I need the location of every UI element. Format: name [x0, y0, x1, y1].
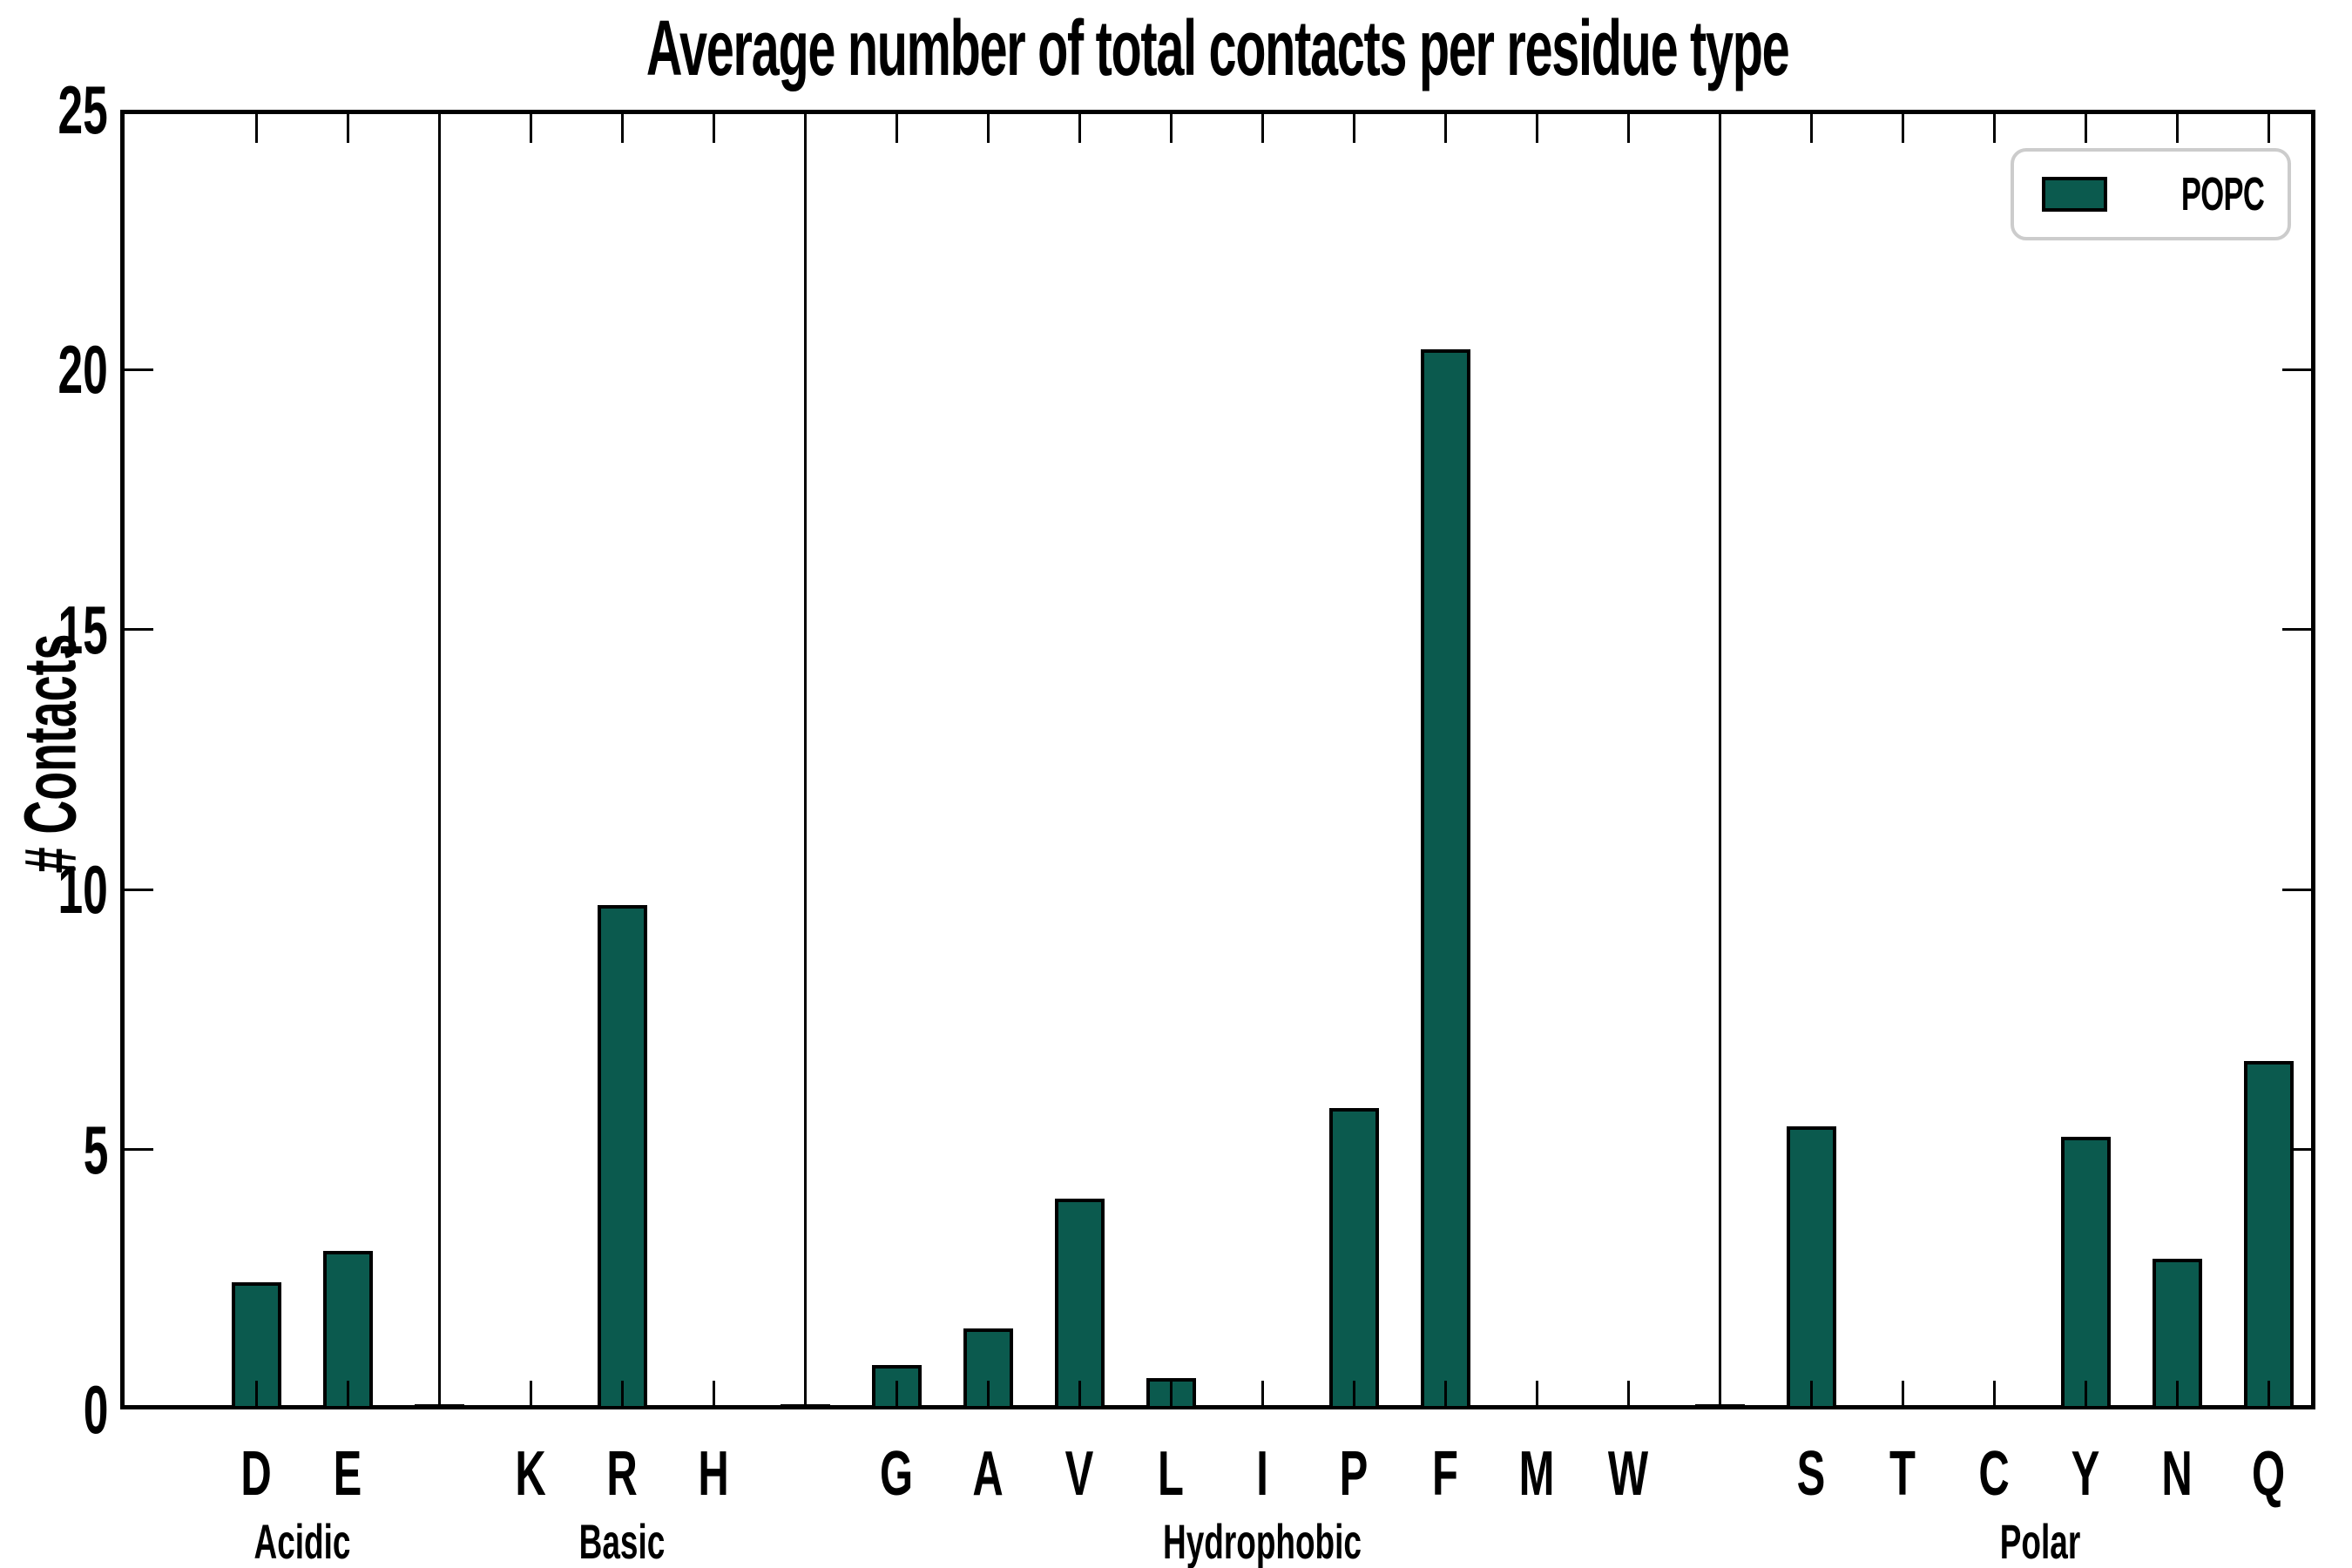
x-tick-bottom-C — [1992, 1381, 1996, 1409]
x-tick-bottom-D — [254, 1381, 258, 1409]
y-tick-mark-left — [125, 368, 153, 371]
y-tick-label: 20 — [57, 331, 108, 409]
x-tick-top-W — [1626, 114, 1630, 143]
x-tick-top-I — [1260, 114, 1264, 143]
x-tick-bottom-H — [712, 1381, 715, 1409]
x-tick-top-G — [895, 114, 898, 143]
x-tick-top-D — [254, 114, 258, 143]
legend-label: POPC — [2180, 168, 2265, 220]
x-tick-top-S — [1809, 114, 1813, 143]
x-tick-bottom-G — [895, 1381, 898, 1409]
x-tick-bottom-F — [1443, 1381, 1447, 1409]
y-tick-mark-right — [2282, 888, 2311, 891]
x-tick-top-H — [712, 114, 715, 143]
chart-title-text: Average number of total contacts per res… — [646, 5, 1790, 92]
x-tick-bottom-W — [1626, 1381, 1630, 1409]
y-tick-mark-right — [2282, 628, 2311, 632]
plot-area — [120, 110, 2315, 1409]
x-tick-bottom-E — [346, 1381, 349, 1409]
group-divider-line — [803, 110, 807, 1409]
y-tick-mark-left — [125, 628, 153, 632]
y-tick-label: 0 — [83, 1371, 108, 1448]
y-tick-label: 5 — [83, 1111, 108, 1188]
spacer-zero-bar — [414, 1404, 464, 1409]
y-tick-mark-left — [125, 1148, 153, 1152]
x-tick-bottom-V — [1078, 1381, 1081, 1409]
x-tick-top-Y — [2084, 114, 2087, 143]
x-tick-bottom-N — [2175, 1381, 2179, 1409]
x-tick-top-L — [1169, 114, 1173, 143]
y-tick-label: 25 — [57, 71, 108, 148]
x-tick-bottom-I — [1260, 1381, 1264, 1409]
chart-title: Average number of total contacts per res… — [120, 0, 2315, 98]
x-tick-bottom-S — [1809, 1381, 1813, 1409]
x-tick-top-M — [1535, 114, 1538, 143]
x-tick-bottom-Q — [2267, 1381, 2270, 1409]
bar-P — [1328, 1107, 1379, 1409]
x-tick-bottom-P — [1352, 1381, 1355, 1409]
y-tick-mark-left — [125, 888, 153, 891]
bar-V — [1054, 1199, 1105, 1409]
x-tick-bottom-T — [1901, 1381, 1904, 1409]
bar-F — [1420, 348, 1470, 1409]
x-tick-bottom-R — [620, 1381, 624, 1409]
x-tick-top-N — [2175, 114, 2179, 143]
spacer-zero-bar — [1694, 1404, 1745, 1409]
spacer-zero-bar — [780, 1404, 830, 1409]
group-divider-line — [437, 110, 441, 1409]
x-tick-top-P — [1352, 114, 1355, 143]
y-tick-label: 10 — [57, 851, 108, 929]
x-tick-bottom-L — [1169, 1381, 1173, 1409]
x-tick-top-F — [1443, 114, 1447, 143]
y-tick-label: 15 — [57, 591, 108, 668]
bar-R — [597, 905, 647, 1409]
x-tick-top-C — [1992, 114, 1996, 143]
x-tick-top-Q — [2267, 114, 2270, 143]
y-tick-mark-right — [2282, 368, 2311, 371]
x-tick-top-A — [986, 114, 990, 143]
x-tick-top-T — [1901, 114, 1904, 143]
x-tick-bottom-A — [986, 1381, 990, 1409]
x-tick-bottom-Y — [2084, 1381, 2087, 1409]
group-divider-line — [1718, 110, 1721, 1409]
bar-Y — [2060, 1136, 2111, 1409]
x-tick-bottom-M — [1535, 1381, 1538, 1409]
y-axis-label-text: # Contacts — [9, 633, 91, 874]
x-tick-top-R — [620, 114, 624, 143]
legend-swatch-popc — [2042, 177, 2107, 212]
x-tick-bottom-K — [529, 1381, 532, 1409]
y-tick-mark-right — [2282, 1148, 2311, 1152]
x-tick-top-E — [346, 114, 349, 143]
x-tick-top-V — [1078, 114, 1081, 143]
bar-Q — [2243, 1061, 2294, 1409]
legend-box: POPC — [2011, 148, 2291, 240]
x-tick-top-K — [529, 114, 532, 143]
bar-S — [1786, 1125, 1836, 1409]
